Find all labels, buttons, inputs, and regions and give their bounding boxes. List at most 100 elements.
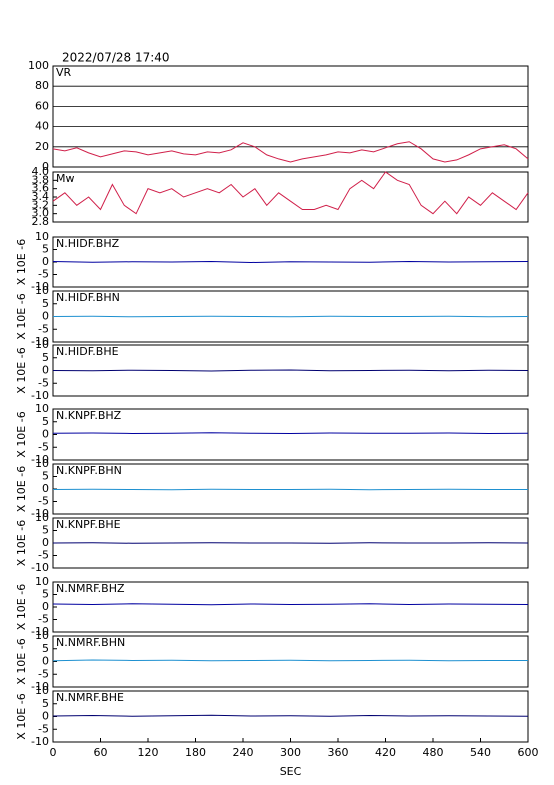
y-tick-label: 5 (42, 470, 49, 483)
panel-label: N.HIDF.BHZ (56, 237, 120, 250)
x-tick-label: 360 (328, 746, 349, 759)
trace (52, 432, 529, 434)
y-axis-label: X 10E -6 (15, 584, 28, 630)
y-tick-label: 2.8 (32, 215, 50, 228)
y-tick-label: 5 (42, 243, 49, 256)
panel-frame (52, 65, 529, 168)
trace (52, 171, 529, 215)
y-tick-label: -5 (38, 667, 49, 680)
y-tick-label: -10 (31, 389, 49, 402)
y-tick-label: -5 (38, 722, 49, 735)
panel-label: VR (56, 66, 72, 79)
y-tick-label: 5 (42, 415, 49, 428)
y-tick-label: -5 (38, 549, 49, 562)
y-tick-label: -10 (31, 735, 49, 748)
y-tick-label: 5 (42, 697, 49, 710)
panel-label: N.NMRF.BHZ (56, 582, 125, 595)
y-tick-label: 10 (35, 684, 49, 697)
y-tick-label: 0 (42, 655, 49, 668)
trace (52, 714, 529, 717)
y-tick-label: 80 (35, 79, 49, 92)
panel-label: N.NMRF.BHE (56, 691, 124, 704)
y-axis-label: X 10E -6 (15, 239, 28, 285)
x-tick-label: 60 (94, 746, 108, 759)
y-tick-label: 0 (42, 364, 49, 377)
y-axis-label: X 10E -6 (15, 520, 28, 566)
y-tick-label: -10 (31, 680, 49, 693)
y-tick-label: -5 (38, 376, 49, 389)
y-axis-label: X 10E -6 (15, 293, 28, 339)
trace (52, 315, 529, 318)
trace (52, 369, 529, 372)
panel-frame (52, 635, 529, 688)
y-tick-label: -10 (31, 453, 49, 466)
x-tick-label: 480 (423, 746, 444, 759)
trace (52, 488, 528, 491)
y-tick-label: -5 (38, 613, 49, 626)
trace (52, 542, 529, 544)
trace (52, 659, 528, 662)
x-tick-label: 600 (518, 746, 539, 759)
y-axis-label: X 10E -6 (15, 466, 28, 512)
y-tick-label: 0 (42, 428, 49, 441)
x-tick-label: 180 (185, 746, 206, 759)
y-tick-label: 60 (35, 99, 49, 112)
panel-label: N.KNPF.BHE (56, 518, 121, 531)
x-tick-label: 120 (138, 746, 159, 759)
y-tick-label: 40 (35, 120, 49, 133)
y-tick-label: 4.0 (32, 165, 50, 178)
y-tick-label: 0 (42, 710, 49, 723)
y-tick-label: 3.6 (32, 182, 50, 195)
y-axis-label: X 10E -6 (15, 693, 28, 739)
y-tick-label: 10 (35, 629, 49, 642)
y-tick-label: 3.4 (32, 190, 50, 203)
panel-frame (52, 171, 529, 223)
panel-frame (52, 581, 529, 633)
trace (52, 603, 529, 606)
x-axis-label: SEC (280, 765, 302, 778)
y-tick-label: 5 (42, 297, 49, 310)
y-tick-label: -10 (31, 625, 49, 638)
y-tick-label: 10 (35, 457, 49, 470)
y-tick-label: 0 (42, 482, 49, 495)
y-tick-label: 10 (35, 511, 49, 524)
panel-label: N.NMRF.BHN (56, 636, 125, 649)
panel-label: N.KNPF.BHZ (56, 409, 122, 422)
y-tick-label: 10 (35, 284, 49, 297)
panel-label: Mw (56, 172, 75, 185)
y-tick-label: 0 (42, 600, 49, 613)
y-tick-label: 5 (42, 351, 49, 364)
y-tick-label: -10 (31, 280, 49, 293)
trace (52, 260, 529, 264)
y-tick-label: 3.8 (32, 173, 50, 186)
y-tick-label: -10 (31, 561, 49, 574)
y-axis-label: X 10E -6 (15, 638, 28, 684)
x-tick-label: 300 (280, 746, 301, 759)
y-tick-label: 100 (28, 59, 49, 72)
panel-label: N.KNPF.BHN (56, 464, 122, 477)
panel-label: N.HIDF.BHE (56, 345, 119, 358)
panel-label: N.HIDF.BHN (56, 291, 120, 304)
y-tick-label: 5 (42, 588, 49, 601)
y-axis-label: X 10E -6 (15, 347, 28, 393)
chart-title: 2022/07/28 17:40 (62, 51, 170, 65)
y-tick-label: 10 (35, 402, 49, 415)
y-tick-label: 10 (35, 230, 49, 243)
panel-frame (52, 408, 529, 461)
y-tick-label: 0 (42, 255, 49, 268)
y-axis-label: X 10E -6 (15, 411, 28, 457)
y-tick-label: 5 (42, 642, 49, 655)
y-tick-label: 20 (35, 140, 49, 153)
y-tick-label: 5 (42, 524, 49, 537)
y-tick-label: -5 (38, 440, 49, 453)
y-tick-label: -5 (38, 322, 49, 335)
y-tick-label: 0 (42, 160, 49, 173)
y-tick-label: 10 (35, 338, 49, 351)
x-tick-label: 0 (50, 746, 57, 759)
y-tick-label: 0 (42, 310, 49, 323)
y-tick-label: 3.2 (32, 198, 50, 211)
x-tick-label: 540 (470, 746, 491, 759)
trace (52, 141, 529, 163)
